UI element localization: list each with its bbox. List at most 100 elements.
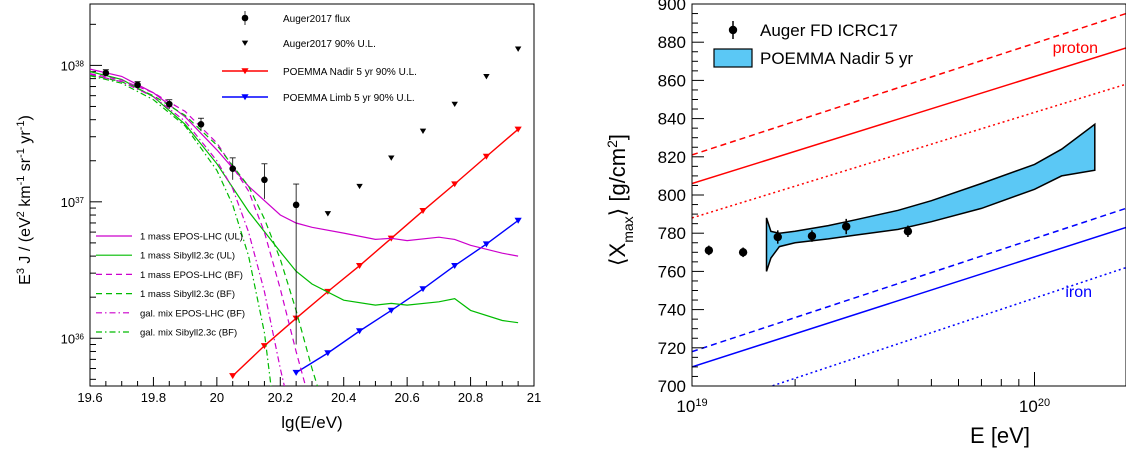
left-series-marker-0 [482,153,491,160]
left-series-marker-0 [229,373,237,380]
right-series-line-0 [692,12,1126,156]
left-series-line-7 [90,75,272,386]
auger-xmax-point [738,248,748,257]
legend-ul-marker [241,40,249,46]
auger-flux-point [292,201,300,209]
left-series-marker-1 [292,369,300,376]
auger-flux-point [197,121,205,128]
legend-bottom-label: 1 mass EPOS-LHC (UL) [140,232,243,243]
left-axis-ticks: 19.6 19.8 20 20.2 20.4 20.6 20.8 21 1038 1037 1036 [61,23,541,405]
left-series-marker-1 [419,286,427,293]
right-y-tick-label: 840 [658,110,686,129]
auger-xmax-point [842,222,851,231]
right-series-line-1 [692,47,1126,185]
left-legend-bottom: 1 mass EPOS-LHC (UL) 1 mass Sibyll2.3c (U… [96,232,245,339]
legend-auger-marker [728,25,738,35]
right-y-axis-label: ⟨Xmax⟩ [g/cm2] [604,134,636,266]
left-x-tick-label: 19.6 [77,390,102,405]
auger-ul-marker [451,101,458,108]
left-series-marker-1 [514,217,522,224]
right-y-tick-label: 900 [658,0,686,14]
left-series-line-0 [232,128,519,377]
left-x-tick-label: 21 [527,390,541,405]
right-legend-label: POEMMA Nadir 5 yr [760,49,913,68]
left-series-line-3 [90,71,519,324]
left-series-marker-0 [419,208,427,214]
left-y-tick-label: 1036 [61,331,85,346]
auger-ul-marker [483,74,490,80]
left-x-tick-label: 19.8 [141,390,166,405]
auger-flux-point [134,81,141,89]
left-series-line-6 [90,73,285,386]
legend-line-marker [241,68,249,75]
legend-top-label: POEMMA Limb 5 yr 90% U.L. [283,93,415,104]
auger-ul-marker [388,155,395,161]
left-chart: 19.6 19.8 20 20.2 20.4 20.6 20.8 21 1038 1037 1036… [15,3,541,432]
auger-flux-point [102,69,110,77]
auger-ul-marker [419,128,427,134]
left-series-marker-1 [355,328,364,335]
left-series-line-5 [90,74,319,386]
right-y-tick-label: 880 [658,33,686,52]
right-x-tick-label: 1020 [1019,397,1050,416]
left-x-axis-label: lg(E/eV) [281,413,342,432]
proton-annotation: proton [1053,40,1098,57]
right-y-tick-label: 740 [658,301,686,320]
left-legend-top: Auger2017 flux Auger2017 90% U.L. POEMMA N… [222,11,417,104]
left-x-tick-label: 20 [210,390,224,405]
right-y-tick-label: 780 [658,224,686,243]
poemma-nadir-band [765,122,1096,272]
right-y-tick-label: 860 [658,71,686,90]
legend-top-label: Auger2017 90% U.L. [283,39,376,50]
right-plot-area [692,12,1126,386]
auger-ul-marker [514,46,522,52]
legend-top-label: POEMMA Nadir 5 yr 90% U.L. [283,67,417,78]
left-series-line-4 [90,73,307,386]
legend-top-label: Auger2017 flux [283,14,350,25]
left-series-marker-1 [387,307,395,314]
left-x-tick-label: 20.4 [331,390,356,405]
left-x-tick-label: 20.8 [458,390,483,405]
legend-bottom-label: 1 mass Sibyll2.3c (BF) [140,289,235,300]
right-legend: Auger FD ICRC17 POEMMA Nadir 5 yr [713,21,913,68]
right-axis-ticks: 700 720 740 760 780 800 820 840 860 880 900 1019 102… [658,0,1050,416]
legend-flux-marker [241,14,249,22]
left-series-marker-0 [451,181,459,188]
right-series-line-2 [692,83,1126,219]
auger-flux-point [261,176,268,184]
left-x-tick-label: 20.2 [268,390,293,405]
legend-bottom-label: 1 mass EPOS-LHC (BF) [140,270,243,281]
left-plot-area [90,46,522,386]
right-series-line-3 [692,207,1126,353]
left-series-marker-1 [482,241,491,248]
auger-xmax-point [773,232,782,242]
right-y-tick-label: 700 [658,377,686,396]
auger-flux-point [229,165,237,172]
right-series-line-4 [692,226,1126,368]
auger-xmax-point [704,246,714,255]
left-series-line-2 [90,68,519,257]
legend-bottom-label: gal. mix EPOS-LHC (BF) [140,308,245,319]
right-y-tick-label: 760 [658,262,686,281]
left-series-marker-0 [514,126,522,133]
left-series-marker-1 [451,263,459,269]
auger-ul-marker [356,183,363,190]
auger-ul-marker [324,211,332,217]
right-x-axis-label: E [eV] [970,423,1030,448]
left-y-tick-label: 1037 [61,195,85,210]
right-y-tick-label: 820 [658,148,686,167]
right-y-tick-label: 800 [658,186,686,205]
left-series-marker-0 [260,343,269,350]
right-y-tick-label: 720 [658,339,686,358]
left-series-marker-1 [324,350,332,357]
left-y-tick-label: 1038 [61,58,85,73]
auger-xmax-point [903,227,913,236]
left-series-marker-0 [355,263,364,269]
right-legend-label: Auger FD ICRC17 [760,21,898,40]
left-y-axis-label: E3 J / (eV2 km-1 sr-1 yr-1) [15,115,34,285]
legend-bottom-label: 1 mass Sibyll2.3c (UL) [140,251,235,262]
right-series-line-5 [769,266,1126,386]
auger-flux-point [165,100,173,108]
right-x-tick-label: 1019 [676,397,707,416]
